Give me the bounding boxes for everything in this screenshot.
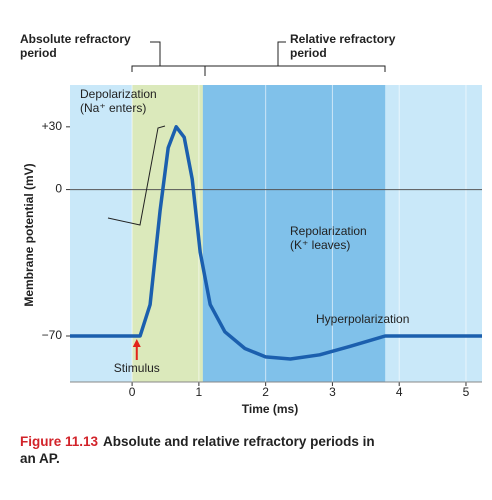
plot-area <box>70 85 482 382</box>
annotation: (K⁺ leaves) <box>290 238 350 252</box>
x-tick-label: 2 <box>262 385 269 399</box>
caption-text: Absolute and relative refractory periods… <box>103 434 375 449</box>
bracket <box>150 41 161 50</box>
bracket <box>131 65 386 72</box>
region-label: Absolute refractory <box>20 32 131 46</box>
caption-text: an AP. <box>20 451 60 466</box>
annotation-lines <box>107 41 386 226</box>
membrane-potential-line <box>70 125 482 361</box>
region-label: Relative refractory <box>290 32 396 46</box>
y-axis-label: Membrane potential (mV) <box>22 163 36 306</box>
y-tick-label: −70 <box>42 328 63 342</box>
x-tick-label: 0 <box>129 385 136 399</box>
caption: Figure 11.13 Absolute and relative refrac… <box>20 434 375 466</box>
region-label: period <box>20 46 57 60</box>
annotation: Depolarization <box>80 87 157 101</box>
y-tick-label: +30 <box>42 119 63 133</box>
annotation: Hyperpolarization <box>316 312 409 326</box>
x-tick-label: 1 <box>196 385 203 399</box>
stimulus-label: Stimulus <box>114 361 160 375</box>
bracket <box>277 41 286 50</box>
region-label: period <box>290 46 327 60</box>
refractory-region <box>132 85 203 382</box>
refractory-region <box>202 85 386 382</box>
stimulus-arrowhead <box>132 339 141 347</box>
annotation: (Na⁺ enters) <box>80 101 146 115</box>
annotation: Repolarization <box>290 224 367 238</box>
pointer-lines <box>107 125 166 226</box>
x-tick-label: 5 <box>463 385 470 399</box>
x-tick-label: 4 <box>396 385 403 399</box>
x-axis-label: Time (ms) <box>242 402 298 416</box>
caption-number: Figure 11.13 <box>20 434 99 449</box>
x-tick-label: 3 <box>329 385 336 399</box>
y-tick-label: 0 <box>55 182 62 196</box>
